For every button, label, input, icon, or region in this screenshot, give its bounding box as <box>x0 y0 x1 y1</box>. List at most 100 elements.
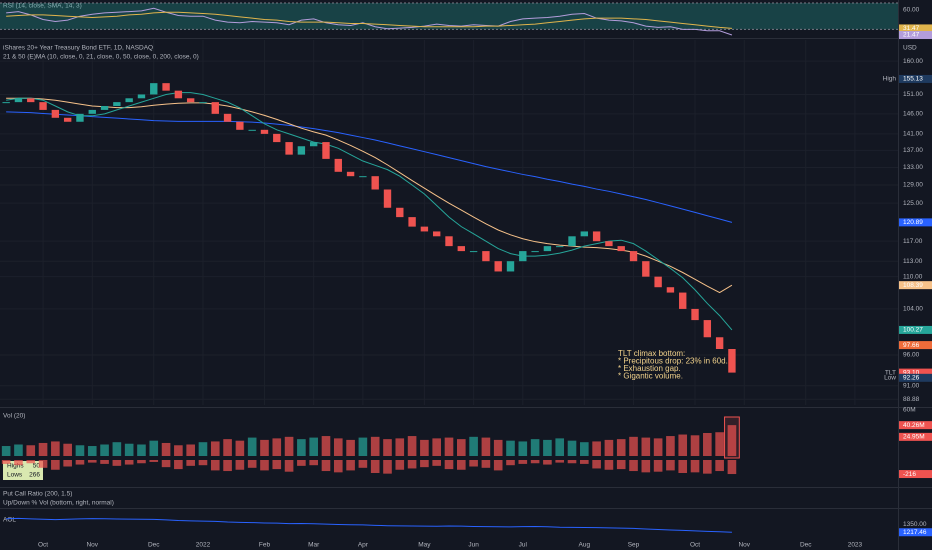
bar <box>420 439 429 456</box>
bar <box>469 436 478 456</box>
stats-box <box>3 461 43 480</box>
candle-body <box>605 241 613 247</box>
candle-body <box>186 98 195 103</box>
candle-body <box>556 246 564 248</box>
bar <box>124 443 134 456</box>
bar <box>210 460 220 471</box>
price-label <box>899 31 932 40</box>
bar <box>333 460 343 473</box>
bar <box>580 442 589 456</box>
candle-body <box>457 246 465 252</box>
annotation: * Gigantic volume. <box>618 372 683 381</box>
price-label <box>899 421 932 430</box>
candle-body <box>703 320 712 338</box>
bar <box>284 460 294 472</box>
bar <box>530 460 540 464</box>
bar <box>370 460 380 473</box>
price-label-text: 1217.46 <box>903 529 927 536</box>
y-tick-label: 60M <box>903 407 916 414</box>
candle-body <box>113 102 121 107</box>
bar <box>567 460 577 464</box>
bar <box>506 440 515 456</box>
candle-body <box>236 121 244 130</box>
candle-body <box>359 176 367 178</box>
y-tick-label: 141.00 <box>903 131 923 138</box>
series-line <box>6 11 732 29</box>
candle-body <box>420 226 429 232</box>
bar <box>100 460 109 464</box>
pane-title: iShares 20+ Year Treasury Bond ETF, 1D, … <box>3 45 153 52</box>
bar <box>727 425 737 456</box>
y-tick-label: 1350.00 <box>903 521 927 528</box>
bar <box>592 460 601 469</box>
bar <box>272 438 282 456</box>
candle-body <box>519 251 527 262</box>
bar <box>506 460 515 466</box>
y-tick-label: 146.00 <box>903 111 923 118</box>
candle-body <box>248 129 256 131</box>
bar <box>493 460 503 471</box>
candle-body <box>654 276 662 288</box>
y-tick-label: 88.88 <box>903 396 920 403</box>
bar <box>715 460 724 472</box>
bar <box>727 460 737 475</box>
candle-body <box>137 94 146 99</box>
stats-name: Lows <box>7 472 23 479</box>
bar <box>1 460 11 464</box>
candle-body <box>346 171 355 177</box>
price-label <box>899 341 932 350</box>
y-tick-label: 160.00 <box>903 58 923 65</box>
bar <box>493 439 503 456</box>
price-label <box>899 368 932 377</box>
bar <box>678 460 688 473</box>
x-tick-label: Jul <box>519 542 528 549</box>
bar <box>260 460 269 471</box>
bar <box>112 442 122 456</box>
x-tick-label: 2022 <box>196 542 211 549</box>
candle-body <box>543 246 552 252</box>
pane-title: AOL <box>3 517 16 524</box>
bar <box>653 438 663 456</box>
bar <box>395 438 405 456</box>
candle-body <box>531 251 539 253</box>
y-tick-label: 96.00 <box>903 352 920 359</box>
candle-body <box>679 292 687 309</box>
candle-body <box>666 287 675 293</box>
highlight-box <box>724 416 740 459</box>
x-tick-label: Sep <box>628 542 640 549</box>
candle-body <box>383 189 392 208</box>
bar <box>186 460 195 466</box>
x-tick-label: Feb <box>259 542 271 549</box>
moving-average <box>6 92 733 331</box>
bar <box>358 460 368 468</box>
bar <box>666 436 675 456</box>
candle-body <box>691 308 699 321</box>
price-label-text: 40.26M <box>903 422 925 429</box>
y-tick-label: 91.00 <box>903 382 920 389</box>
candle-body <box>2 102 10 104</box>
bar <box>703 460 712 474</box>
price-label-text: 21.47 <box>903 32 920 39</box>
pane-title: Put Call Ratio (200, 1.5) <box>3 491 72 498</box>
annotation: TLT climax bottom: <box>618 349 685 358</box>
price-label-text: 31.47 <box>903 25 920 32</box>
x-tick-label: Dec <box>800 542 812 549</box>
candle-body <box>617 246 625 252</box>
bar <box>469 460 478 467</box>
bar <box>580 460 589 464</box>
bar <box>124 460 134 465</box>
bar <box>297 460 306 466</box>
price-label-text: 24.95M <box>903 434 925 441</box>
price-label <box>899 432 932 441</box>
candle-body <box>728 348 736 373</box>
candle-body <box>396 207 404 218</box>
bar <box>530 439 540 456</box>
price-label-text: 100.27 <box>903 327 923 334</box>
price-label <box>899 74 932 83</box>
bar <box>26 445 36 456</box>
stats-name: Highs <box>7 463 24 470</box>
bar <box>75 460 85 465</box>
bar <box>456 460 466 470</box>
x-tick-label: Mar <box>308 542 320 549</box>
